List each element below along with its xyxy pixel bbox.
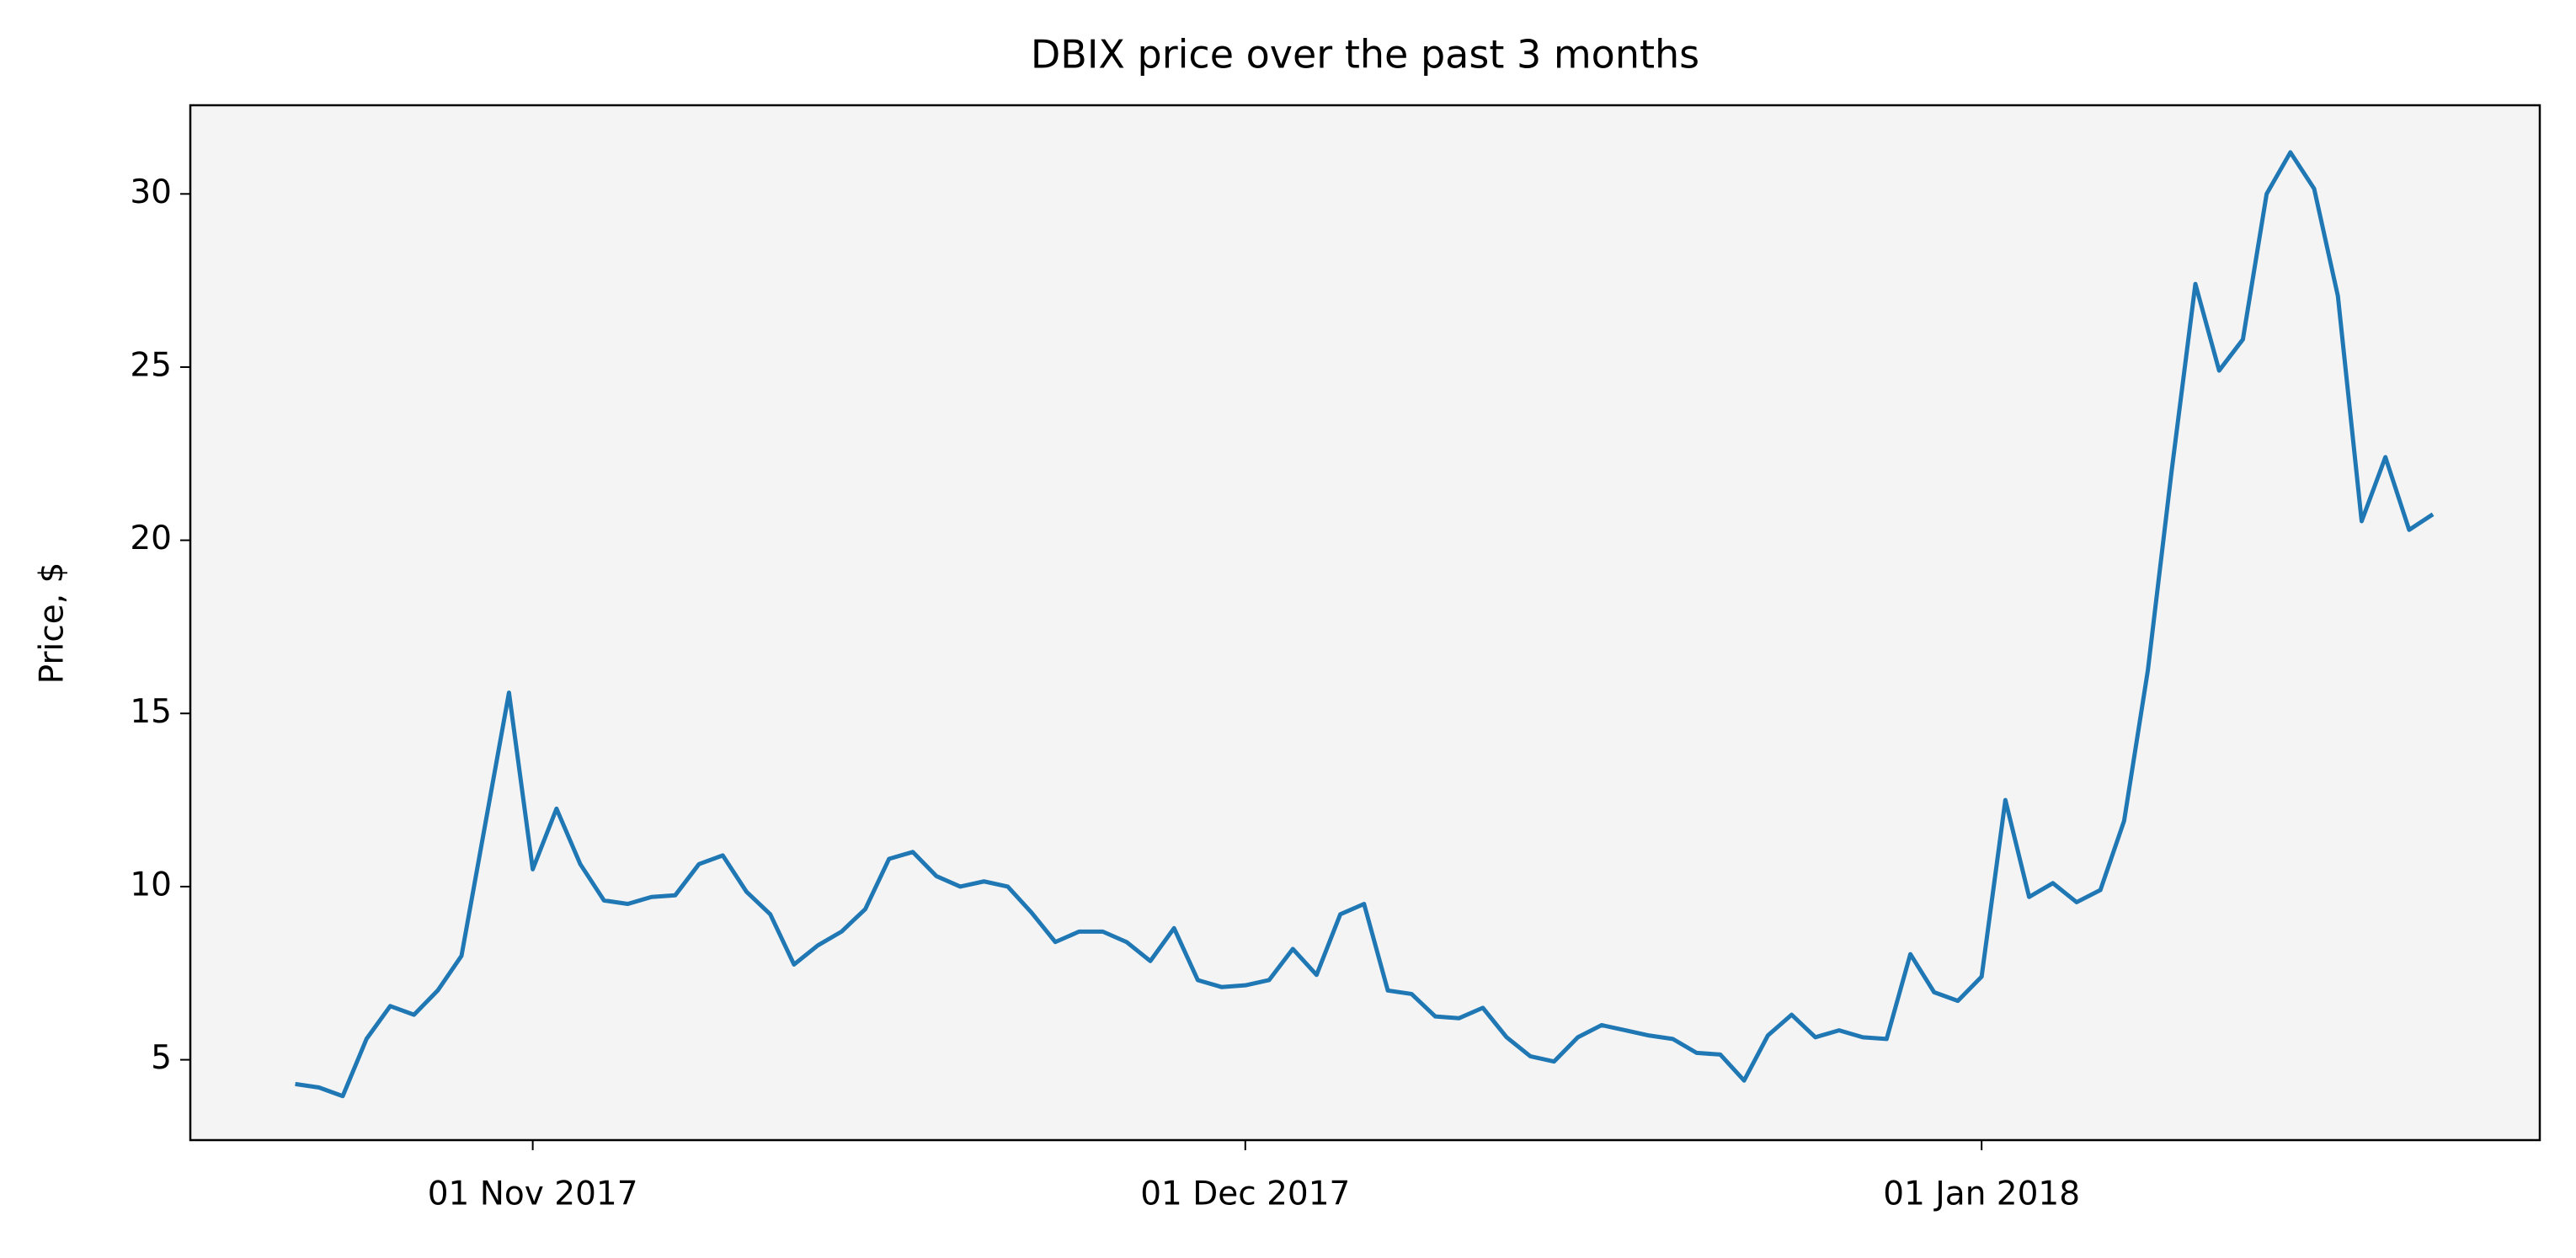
x-tick-label: 01 Dec 2017 (1140, 1175, 1350, 1213)
y-tick-label: 5 (151, 1039, 172, 1077)
y-tick-label: 15 (130, 693, 172, 731)
plot-frame (189, 104, 2541, 1142)
x-tick-label: 01 Jan 2018 (1883, 1175, 2080, 1213)
y-tick-label: 25 (130, 346, 172, 384)
y-tick-label: 20 (130, 520, 172, 557)
y-tick-label: 10 (130, 866, 172, 904)
price-line (295, 150, 2435, 1099)
x-tick-label: 01 Nov 2017 (428, 1175, 638, 1213)
y-tick-label: 30 (130, 173, 172, 211)
chart-title: DBIX price over the past 3 months (1031, 32, 1699, 77)
plot-area (190, 105, 2540, 1140)
y-axis-label: Price, $ (34, 562, 72, 685)
